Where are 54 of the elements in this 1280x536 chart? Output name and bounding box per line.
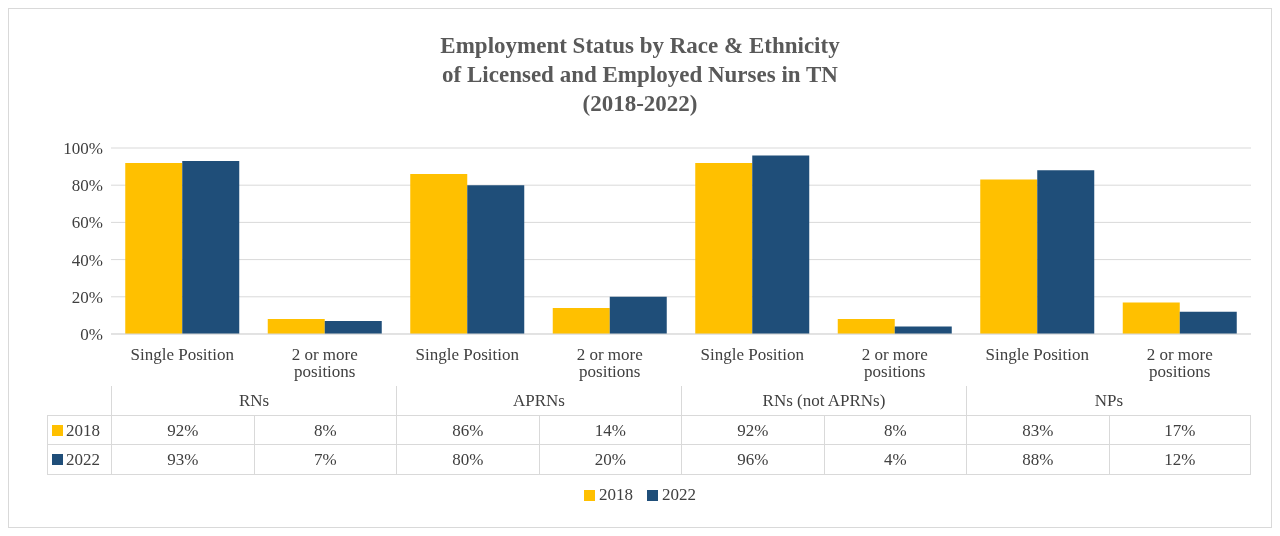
data-label: 86% xyxy=(396,416,539,445)
data-label: 17% xyxy=(1108,416,1251,445)
bar xyxy=(695,162,753,334)
x-tick-label: Single Position xyxy=(130,345,235,365)
data-label: 93% xyxy=(111,445,254,474)
text: 2018 xyxy=(599,485,633,504)
data-label: 88% xyxy=(966,445,1109,474)
data-label: 7% xyxy=(253,445,396,474)
y-tick-label: 0% xyxy=(80,325,103,345)
chart-title: Employment Status by Race & Ethnicity of Licensed and Employed Nurses in TN (2018-2022) xyxy=(439,32,841,118)
x-tick-label: Single Position xyxy=(700,345,805,365)
data-label: 80% xyxy=(396,445,539,474)
text: RNs xyxy=(111,386,396,415)
y-tick-label: 20% xyxy=(71,287,103,307)
legend-label: 2022 xyxy=(47,445,111,474)
bar xyxy=(324,320,382,334)
bar xyxy=(1122,302,1180,334)
y-tick-label: 40% xyxy=(71,250,103,270)
data-label: 83% xyxy=(966,416,1109,445)
bar xyxy=(609,296,667,334)
text: NPs xyxy=(966,386,1251,415)
x-tick-label: 2 or more positions xyxy=(291,345,358,382)
x-tick-label: 2 or more positions xyxy=(861,345,928,382)
text: 2022 xyxy=(662,485,696,504)
x-tick-label: Single Position xyxy=(985,345,1090,365)
data-label: 14% xyxy=(538,416,681,445)
bar xyxy=(837,319,895,334)
bar xyxy=(980,179,1038,334)
data-label: 96% xyxy=(681,445,824,474)
y-tick-label: 100% xyxy=(63,139,103,159)
bar xyxy=(267,319,325,334)
text: RNs (not APRNs) xyxy=(681,386,966,415)
bar xyxy=(182,161,240,334)
y-tick-label: 80% xyxy=(71,176,103,196)
data-label: 8% xyxy=(823,416,966,445)
data-label: 92% xyxy=(681,416,824,445)
data-label: 4% xyxy=(823,445,966,474)
bar xyxy=(125,162,183,334)
bar xyxy=(752,155,810,334)
bar xyxy=(467,185,525,334)
data-label: 12% xyxy=(1108,445,1251,474)
bar xyxy=(410,174,468,334)
bar xyxy=(552,307,610,334)
y-tick-label: 60% xyxy=(71,213,103,233)
data-label: 20% xyxy=(538,445,681,474)
legend-label: 2018 xyxy=(47,416,111,445)
x-tick-label: Single Position xyxy=(415,345,520,365)
bar xyxy=(1037,170,1095,334)
data-label: 92% xyxy=(111,416,254,445)
x-tick-label: 2 or more positions xyxy=(576,345,643,382)
text: APRNs xyxy=(396,386,681,415)
x-tick-label: 2 or more positions xyxy=(1146,345,1213,382)
bar xyxy=(1179,311,1237,334)
data-label: 8% xyxy=(253,416,396,445)
